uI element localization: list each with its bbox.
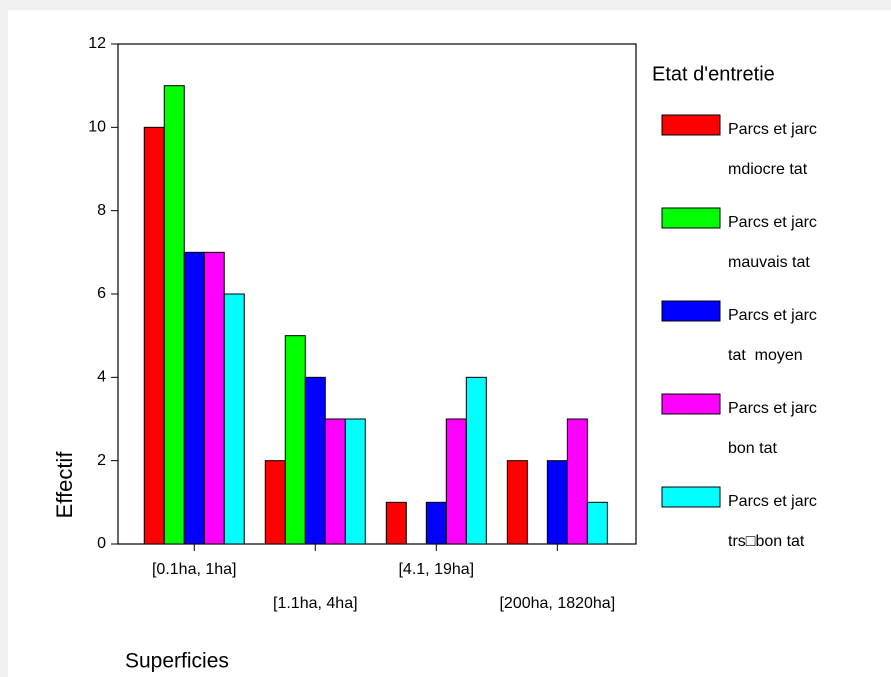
x-tick-label: [1.1ha, 4ha] [273, 595, 358, 612]
bar [284, 335, 306, 545]
y-tick-label: 4 [97, 369, 106, 386]
y-tick-label: 10 [88, 119, 106, 136]
legend-swatch [661, 300, 721, 322]
bar [344, 418, 366, 545]
legend-label: Parcs et jarc [728, 214, 817, 231]
x-tick-label: [4.1, 19ha] [398, 561, 474, 578]
bar [546, 460, 568, 545]
legend-swatch [661, 114, 721, 136]
legend-title: Etat d'entretie [652, 63, 775, 85]
bar [385, 501, 407, 545]
bar [264, 460, 286, 545]
bar [304, 376, 326, 545]
bar [586, 501, 608, 545]
legend-sublabel: bon tat [728, 440, 777, 457]
legend-label: Parcs et jarc [728, 121, 817, 138]
y-tick-label: 0 [97, 535, 106, 552]
legend-label: Parcs et jarc [728, 400, 817, 417]
bar [445, 418, 467, 545]
legend-swatch [661, 207, 721, 229]
bar [566, 418, 588, 545]
legend-swatch [661, 486, 721, 508]
legend-sublabel: mdiocre tat [728, 161, 808, 178]
legend-sublabel: tat moyen [728, 347, 803, 364]
x-tick-label: [200ha, 1820ha] [499, 595, 615, 612]
y-axis-label: Effectif [52, 451, 77, 519]
bar [324, 418, 346, 545]
y-tick-label: 6 [97, 285, 106, 302]
bar [203, 251, 225, 545]
legend-sublabel: trs□bon tat [728, 533, 805, 550]
legend-sublabel: mauvais tat [728, 254, 810, 271]
bar [163, 85, 185, 545]
y-tick-label: 8 [97, 202, 106, 219]
bar [223, 293, 245, 545]
legend-swatch [661, 393, 721, 415]
bar [183, 251, 205, 545]
bar [465, 376, 487, 545]
x-tick-label: [0.1ha, 1ha] [152, 561, 237, 578]
legend-label: Parcs et jarc [728, 493, 817, 510]
x-axis-label: Superficies [125, 650, 229, 673]
bar [143, 126, 165, 545]
legend-label: Parcs et jarc [728, 307, 817, 324]
bar [506, 460, 528, 545]
y-tick-label: 2 [97, 452, 106, 469]
y-tick-label: 12 [88, 35, 106, 52]
bar [425, 501, 447, 545]
